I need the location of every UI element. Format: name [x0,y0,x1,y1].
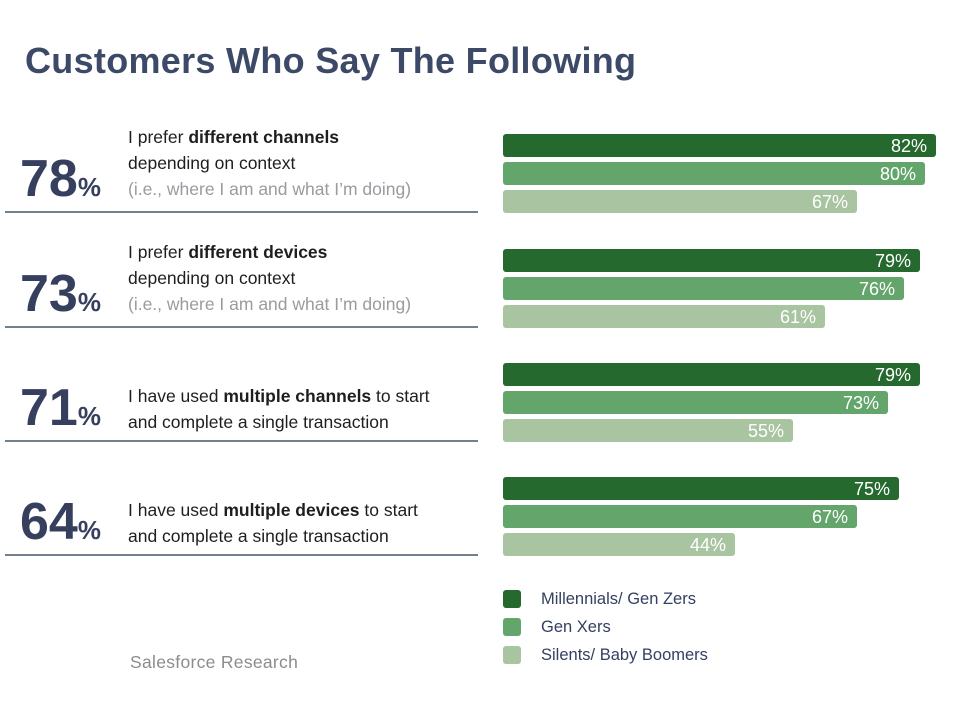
statement-line: depending on context [128,268,296,288]
bar-value-label: 75% [853,478,890,499]
bar-value-label: 67% [811,191,848,212]
statement-note: (i.e., where I am and what I’m doing) [128,294,412,314]
legend-item-silents-baby-boomers: Silents/ Baby Boomers [503,646,708,664]
statement-line: depending on context [128,153,296,173]
overall-percentage-number: 64 [20,493,78,551]
overall-percentage-number: 71 [20,379,78,437]
statement-line: I prefer different devices [128,242,328,262]
bar-gen-xers: 67% [503,505,857,528]
legend-label: Silents/ Baby Boomers [541,645,708,664]
row-divider [5,326,478,328]
bar-group: 79% 76% 61% [503,249,920,328]
bar-value-label: 44% [689,534,726,555]
row-divider [5,211,478,213]
legend-swatch-icon [503,646,521,664]
statement-line: I have used multiple channels to start [128,386,430,406]
bar-value-label: 55% [747,420,784,441]
overall-percentage-unit: % [77,515,101,545]
overall-percentage-unit: % [77,172,101,202]
overall-percentage-unit: % [77,287,101,317]
statement-text: I have used multiple channels to start an… [128,383,496,435]
legend-swatch-icon [503,590,521,608]
bar-silents-baby-boomers: 67% [503,190,857,213]
statement-line: I have used multiple devices to start [128,500,418,520]
source-credit: Salesforce Research [130,652,299,672]
bar-value-label: 79% [874,364,911,385]
legend-label: Millennials/ Gen Zers [541,589,696,608]
stat-row: 64% I have used multiple devices to start… [0,463,960,556]
stat-row: 73% I prefer different devices depending o… [0,235,960,328]
bar-group: 82% 80% 67% [503,134,936,213]
bar-gen-xers: 80% [503,162,925,185]
row-divider [5,440,478,442]
stat-row: 78% I prefer different channels depending … [0,120,960,213]
overall-percentage: 78% [20,153,101,205]
bar-silents-baby-boomers: 61% [503,305,825,328]
legend-label: Gen Xers [541,617,611,636]
overall-percentage: 64% [20,496,101,548]
overall-percentage-number: 78 [20,150,78,208]
bar-value-label: 80% [879,163,916,184]
bar-value-label: 79% [874,250,911,271]
statement-line: and complete a single transaction [128,412,389,432]
bar-millennials-gen-zers: 75% [503,477,899,500]
statement-line: I prefer different channels [128,127,340,147]
statement-note: (i.e., where I am and what I’m doing) [128,179,412,199]
overall-percentage-unit: % [77,401,101,431]
bar-group: 79% 73% 55% [503,363,920,442]
bar-silents-baby-boomers: 55% [503,419,793,442]
bar-value-label: 67% [811,506,848,527]
statement-text: I prefer different devices depending on c… [128,239,496,317]
overall-percentage: 71% [20,382,101,434]
page-title: Customers Who Say The Following [25,40,637,81]
statement-line: and complete a single transaction [128,526,389,546]
bar-millennials-gen-zers: 82% [503,134,936,157]
statement-text: I prefer different channels depending on … [128,124,496,202]
overall-percentage-number: 73 [20,265,78,323]
legend-item-millennials-gen-zers: Millennials/ Gen Zers [503,590,708,608]
bar-millennials-gen-zers: 79% [503,363,920,386]
stat-row: 71% I have used multiple channels to star… [0,349,960,442]
bar-gen-xers: 76% [503,277,904,300]
bar-millennials-gen-zers: 79% [503,249,920,272]
bar-value-label: 76% [858,278,895,299]
bar-silents-baby-boomers: 44% [503,533,735,556]
statement-text: I have used multiple devices to start and… [128,497,496,549]
bar-gen-xers: 73% [503,391,888,414]
bar-group: 75% 67% 44% [503,477,899,556]
bar-value-label: 61% [779,306,816,327]
legend: Millennials/ Gen Zers Gen Xers Silents/ Ba… [503,590,708,674]
legend-swatch-icon [503,618,521,636]
bar-value-label: 82% [890,135,927,156]
row-divider [5,554,478,556]
legend-item-gen-xers: Gen Xers [503,618,708,636]
bar-value-label: 73% [842,392,879,413]
overall-percentage: 73% [20,268,101,320]
